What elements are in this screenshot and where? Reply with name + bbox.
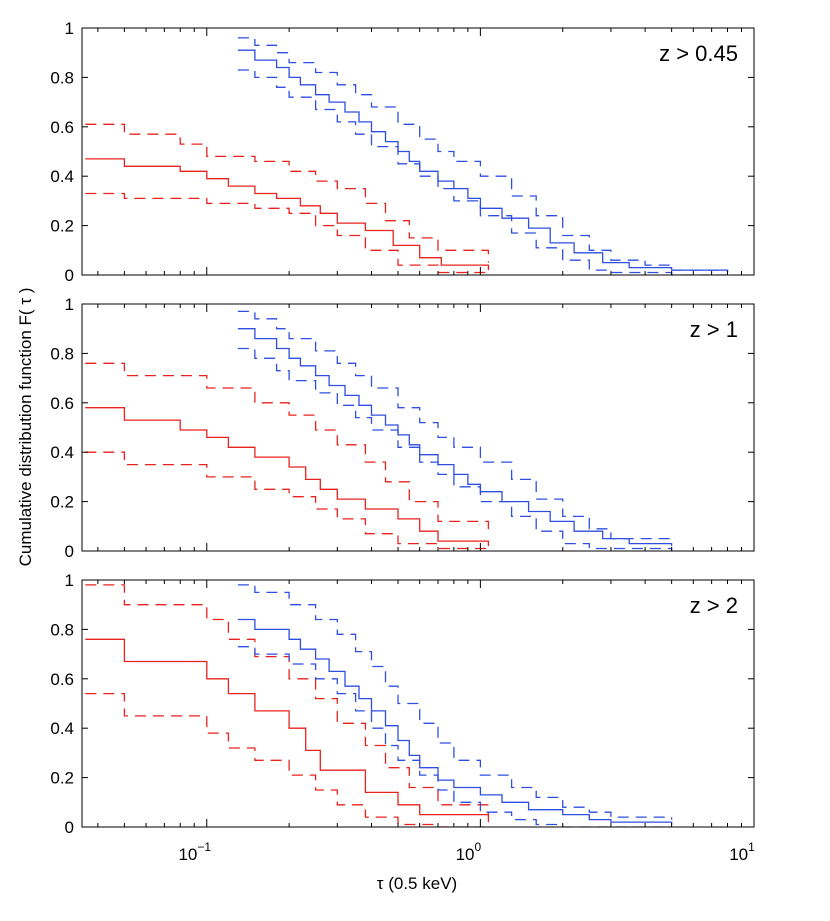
x-tick-label: 100 (456, 840, 482, 864)
series-blue-dashed-line (237, 584, 673, 820)
plot-frame (81, 303, 755, 552)
y-tick-label: 1 (65, 19, 74, 38)
series-blue-solid-line (237, 618, 673, 825)
series-red-solid-line (85, 407, 490, 547)
series-red-dashed-line (85, 192, 490, 275)
panel-label: z > 2 (690, 593, 738, 618)
series-blue-solid-line (237, 49, 729, 273)
y-tick-label: 0.8 (50, 620, 74, 639)
y-tick-label: 1 (65, 295, 74, 314)
y-tick-label: 1 (65, 571, 74, 590)
y-tick-label: 0.6 (50, 394, 74, 413)
series-red-dashed-line (85, 362, 490, 537)
x-tick-label-exponent: 0 (474, 840, 481, 854)
series-red-dashed-line (85, 584, 490, 818)
y-tick-label: 0.8 (50, 68, 74, 87)
y-tick-label: 0.2 (50, 769, 74, 788)
series-red-solid-line (85, 158, 490, 271)
y-tick-label: 0.4 (50, 719, 74, 738)
y-tick-label: 0 (65, 542, 74, 561)
y-tick-label: 0.4 (50, 167, 74, 186)
y-tick-label: 0.2 (50, 217, 74, 236)
panel-3: 0 0.2 0.4 0.6 0.8 1 z > 2 (50, 571, 755, 837)
y-tick-label: 0.4 (50, 443, 74, 462)
series-red-dashed-line (85, 123, 490, 263)
plot-frame (81, 579, 755, 828)
x-tick-label-exponent: −1 (197, 840, 211, 854)
plot-frame (81, 27, 755, 276)
series-blue-dashed-line (237, 69, 728, 275)
panel-1: 0 0.2 0.4 0.6 0.8 1 z > 0.45 (50, 19, 755, 285)
x-tick-label: 101 (729, 840, 755, 864)
series-red-dashed-line (85, 692, 489, 827)
series-blue-dashed-line (237, 310, 673, 544)
series-red-dashed-line (85, 451, 490, 551)
y-tick-label: 0.6 (50, 670, 74, 689)
y-tick-label: 0 (65, 818, 74, 837)
x-tick-label-exponent: 1 (748, 840, 755, 854)
x-axis-label: τ (0.5 keV) (377, 874, 457, 893)
panel-label: z > 1 (690, 317, 738, 342)
series-red-solid-line (85, 638, 490, 823)
x-tick-label: 10−1 (178, 840, 211, 864)
series-blue-solid-line (237, 328, 673, 547)
x-tick-label-base: 10 (178, 845, 197, 864)
panel-2: 0 0.2 0.4 0.6 0.8 1 z > 1 (50, 295, 755, 561)
y-tick-label: 0.2 (50, 493, 74, 512)
y-tick-label: 0 (65, 266, 74, 285)
series-blue-dashed-line (237, 347, 673, 551)
y-tick-label: 0.6 (50, 118, 74, 137)
y-axis-label: Cumulative distribution function F( τ ) (16, 288, 35, 567)
series-blue-dashed-line (237, 37, 729, 273)
y-tick-label: 0.8 (50, 344, 74, 363)
series-blue-dashed-line (237, 646, 672, 827)
x-tick-label-base: 10 (456, 845, 475, 864)
x-tick-label-base: 10 (729, 845, 748, 864)
panel-label: z > 0.45 (659, 41, 738, 66)
